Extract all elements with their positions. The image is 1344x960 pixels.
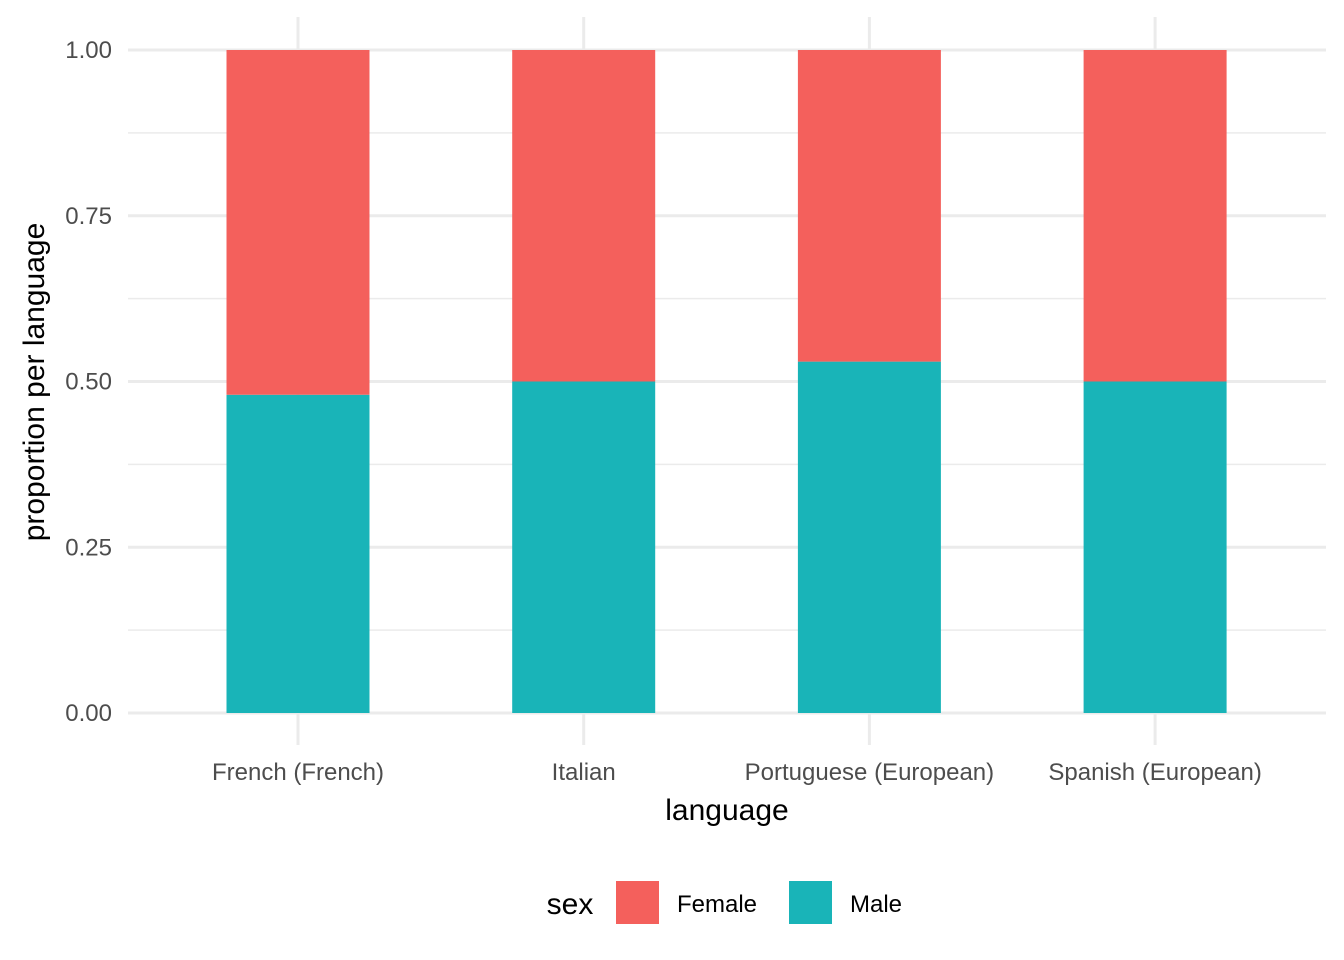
x-tick-label: Portuguese (European) <box>745 759 995 786</box>
legend-title: sex <box>547 888 594 921</box>
bar-male-0 <box>226 394 370 713</box>
bar-female-0 <box>226 50 370 395</box>
bar-male-2 <box>797 361 941 713</box>
legend-swatch-male <box>789 881 832 924</box>
bar-male-1 <box>512 381 656 713</box>
bar-male-3 <box>1083 381 1227 713</box>
y-tick-label: 1.00 <box>65 37 112 64</box>
bar-female-2 <box>797 50 941 362</box>
legend: sex Female Male <box>547 881 902 924</box>
legend-swatch-female <box>616 881 659 924</box>
y-axis-title: proportion per language <box>18 223 51 542</box>
y-tick-label: 0.25 <box>65 534 112 561</box>
y-tick-label: 0.00 <box>65 700 112 727</box>
legend-label-female: Female <box>677 891 757 918</box>
x-tick-label: Spanish (European) <box>1048 759 1261 786</box>
y-tick-label: 0.75 <box>65 203 112 230</box>
bar-female-1 <box>512 50 656 382</box>
y-tick-label: 0.50 <box>65 369 112 396</box>
bar-female-3 <box>1083 50 1227 382</box>
legend-label-male: Male <box>850 891 902 918</box>
x-tick-label: Italian <box>552 759 616 786</box>
y-axis-ticks: 0.00 0.25 0.50 0.75 1.00 <box>65 37 112 727</box>
x-tick-label: French (French) <box>212 759 384 786</box>
bars <box>226 50 1227 713</box>
x-axis-title: language <box>665 794 788 827</box>
x-axis-ticks: French (French) Italian Portuguese (Europe… <box>212 759 1262 786</box>
